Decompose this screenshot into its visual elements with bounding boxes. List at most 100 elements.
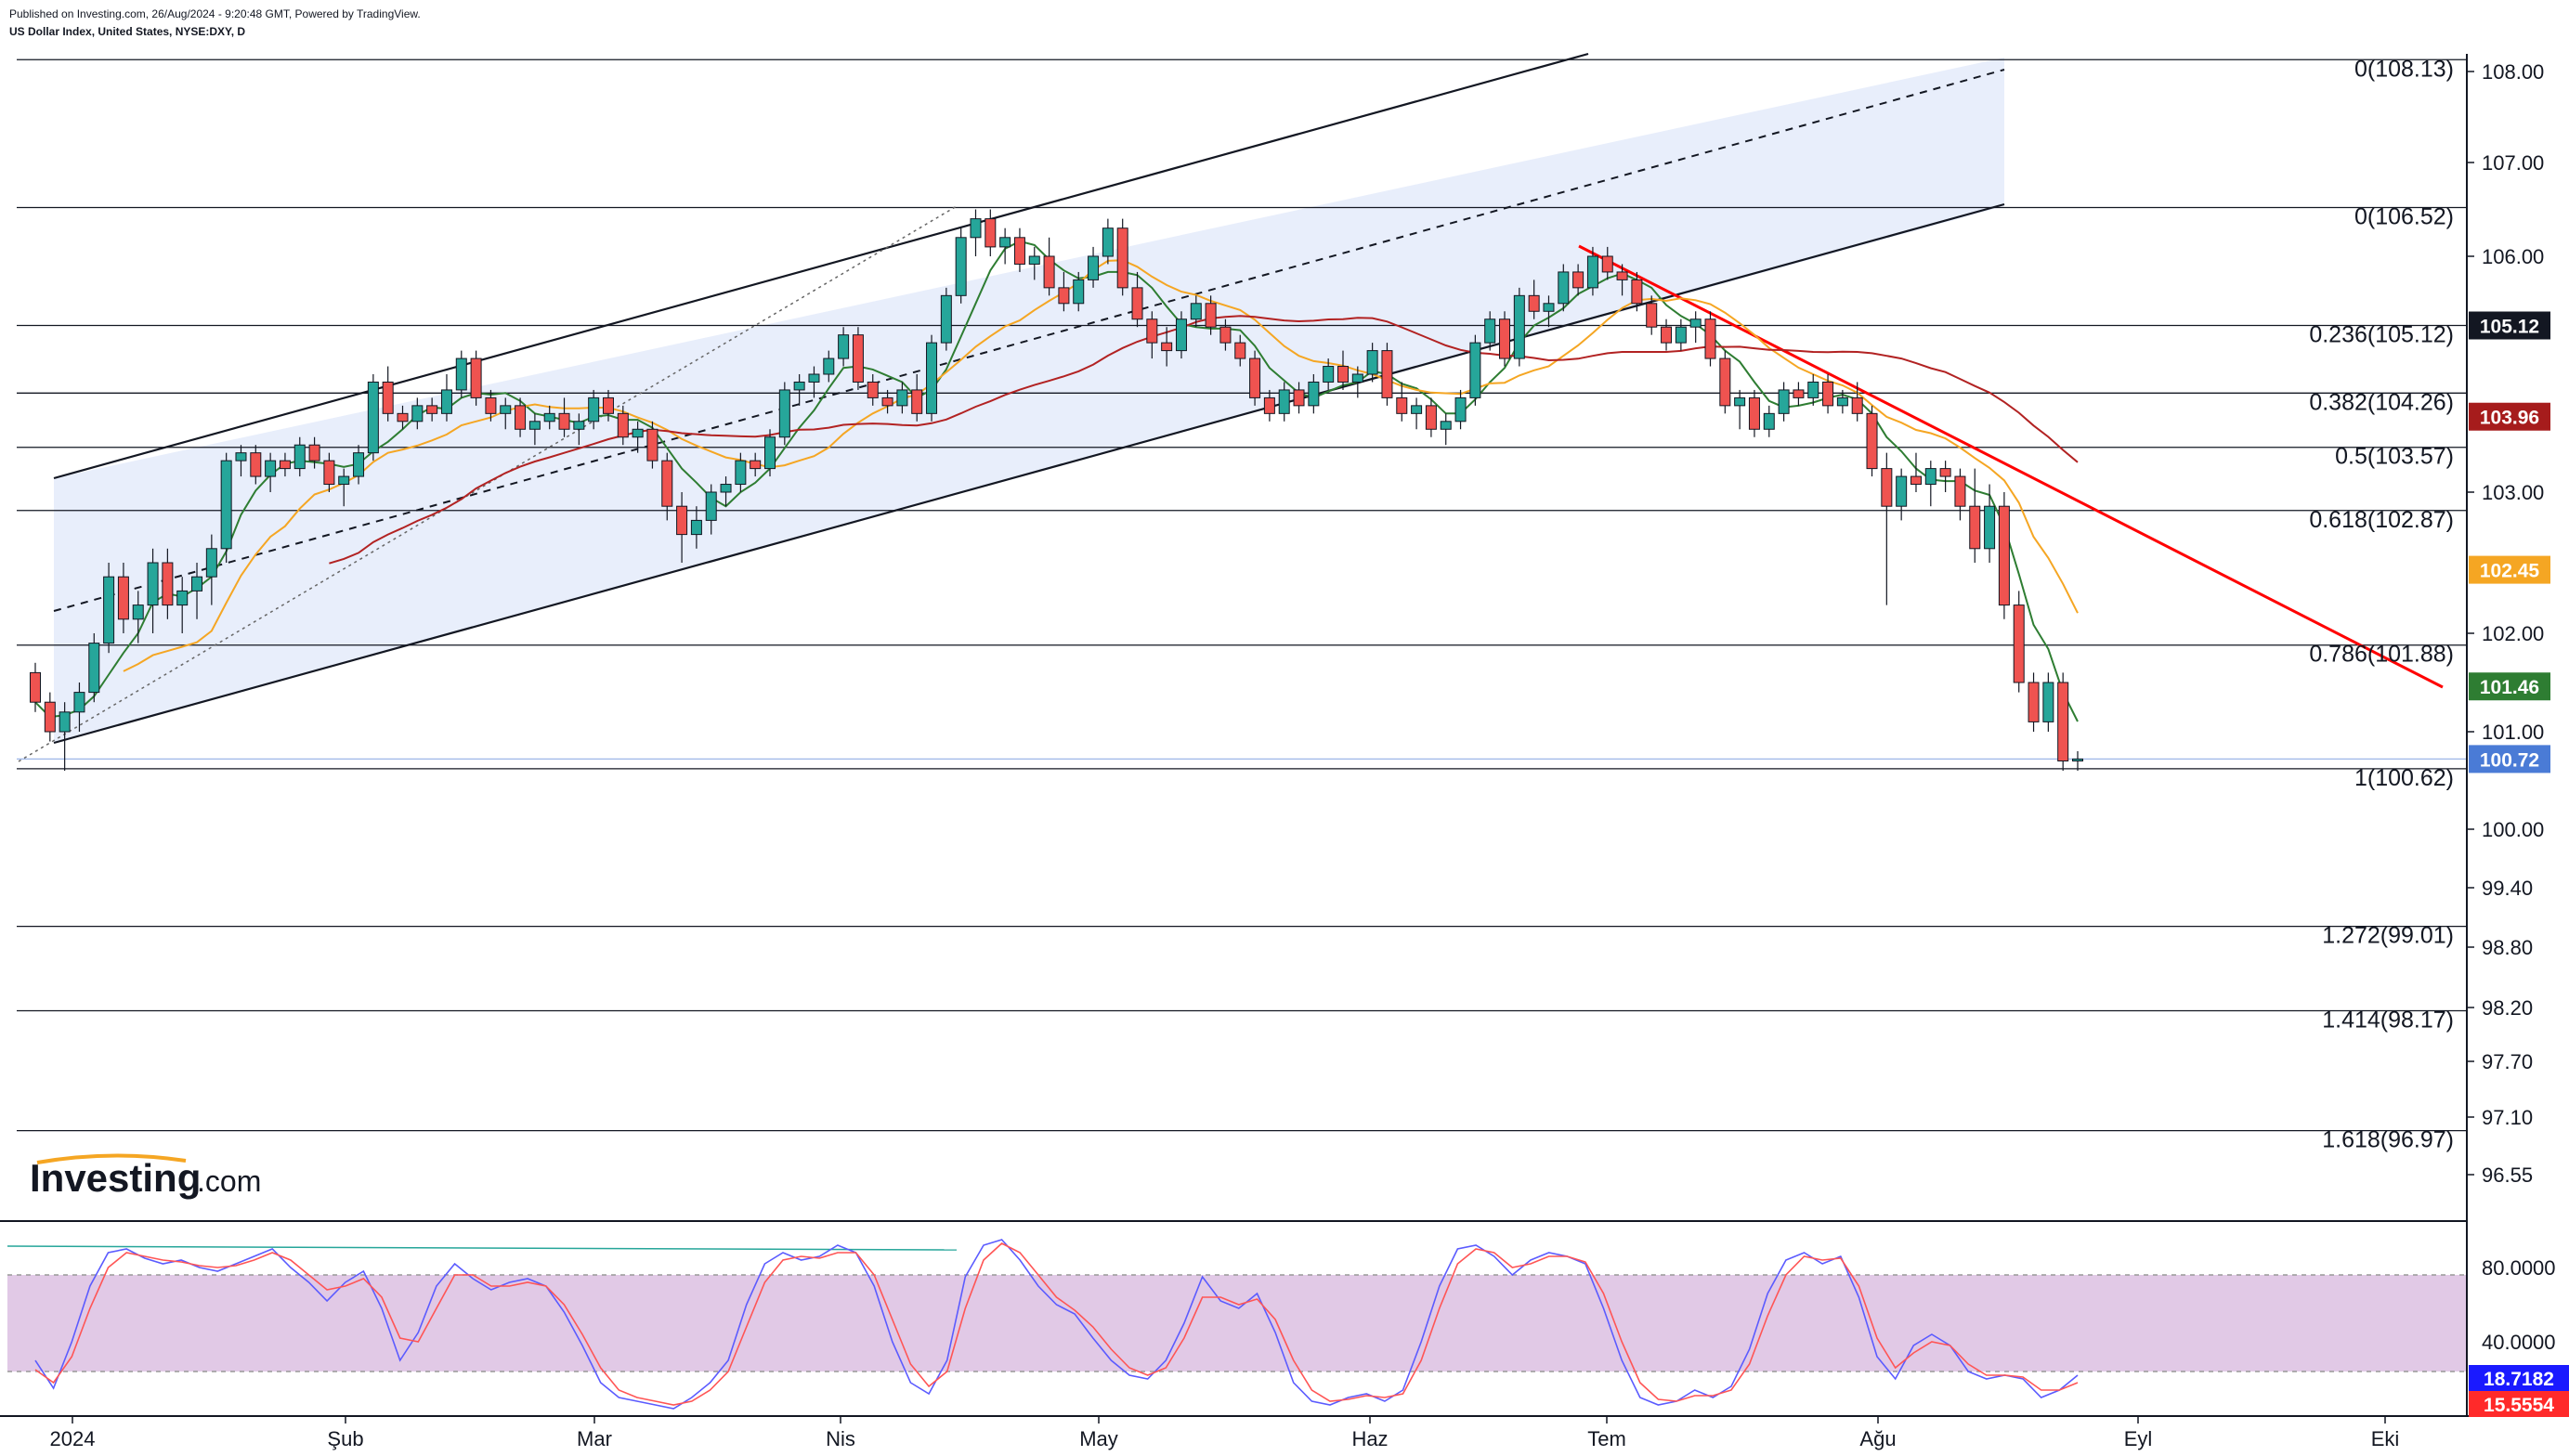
price-axis: 108.00 107.00 106.00 103.00 102.00 101.00 100.… xyxy=(2467,60,2544,1187)
candle-body xyxy=(970,218,982,239)
price-tag-label: 105.12 xyxy=(2480,317,2539,338)
candle-body xyxy=(1675,326,1687,344)
price-tags: 105.12 103.96 102.45 101.46 100.72 xyxy=(2469,311,2550,774)
time-tick-label: May xyxy=(1079,1427,1118,1450)
candle-body xyxy=(1337,366,1349,383)
candle-body xyxy=(1102,228,1114,257)
candle-body xyxy=(1469,342,1481,398)
candle-body xyxy=(926,342,938,414)
ma-mid-line xyxy=(123,259,2079,672)
time-tick-label: Eyl xyxy=(2124,1427,2153,1450)
candle-body xyxy=(1616,271,1628,280)
candle-body xyxy=(323,460,335,486)
candle-body xyxy=(1190,303,1202,320)
candle-body xyxy=(778,389,790,438)
candle-body xyxy=(1013,237,1025,265)
candle-body xyxy=(265,460,277,477)
candle-body xyxy=(1558,271,1570,305)
candle-body xyxy=(838,334,850,359)
candle-body xyxy=(1454,396,1467,422)
candle-body xyxy=(1043,255,1055,289)
candle-body xyxy=(1116,228,1128,289)
fib-labels: 0(108.13) 0(106.52) 0.236(105.12) 0.382(104… xyxy=(2309,56,2454,1152)
candle-body xyxy=(455,358,467,391)
candle-body xyxy=(44,701,56,733)
time-tick-label: Tem xyxy=(1587,1427,1626,1450)
price-tick-label: 98.80 xyxy=(2482,936,2533,959)
price-tag-label: 100.72 xyxy=(2480,749,2539,771)
candle-body xyxy=(235,452,247,462)
candle-body xyxy=(2057,682,2069,761)
fib-level-label: 1.272(99.01) xyxy=(2322,923,2454,949)
candle-body xyxy=(30,671,41,703)
candle-body xyxy=(1161,342,1173,352)
candle-body xyxy=(1851,396,1863,414)
candle-body xyxy=(515,405,527,430)
candle-body xyxy=(1323,366,1335,383)
candle-body xyxy=(1440,421,1452,430)
candle-body xyxy=(2028,682,2040,722)
candle-body xyxy=(1704,318,1716,359)
candle-body xyxy=(1351,373,1363,383)
candle-body xyxy=(750,460,762,470)
investing-logo: Investing .com xyxy=(30,1153,261,1200)
time-tick-label: Eki xyxy=(2371,1427,2400,1450)
time-tick-label: Şub xyxy=(327,1427,363,1450)
channel-lower-line xyxy=(53,202,2005,745)
price-tick-label: 106.00 xyxy=(2482,245,2544,268)
stoch-divergence-line xyxy=(7,1245,958,1251)
candle-body xyxy=(205,548,217,578)
candle-body xyxy=(955,237,967,296)
time-tick-label: 2024 xyxy=(50,1427,96,1450)
candle-body xyxy=(1205,303,1217,328)
candle-body xyxy=(1234,342,1246,359)
candle-body xyxy=(1293,389,1305,407)
channel-fill xyxy=(54,58,2004,743)
regression-channel xyxy=(18,52,2005,762)
candle-body xyxy=(338,475,350,486)
price-tick-label: 101.00 xyxy=(2482,721,2544,744)
price-tick-label: 107.00 xyxy=(2482,151,2544,175)
stoch-band xyxy=(7,1275,2467,1372)
candle-body xyxy=(1939,468,1951,477)
candle-body xyxy=(250,452,262,477)
candle-body xyxy=(1763,412,1775,430)
candle-body xyxy=(308,444,320,462)
time-axis: 2024 Şub Mar Nis May Haz Tem Ağu Eyl Eki xyxy=(50,1416,2400,1450)
price-tag-label: 102.45 xyxy=(2480,561,2540,582)
logo-suffix: .com xyxy=(197,1164,261,1198)
stoch-value-label: 18.7182 xyxy=(2484,1369,2554,1390)
candle-body xyxy=(573,421,585,430)
price-tag xyxy=(2469,745,2550,774)
candle-body xyxy=(1528,294,1540,312)
candle-body xyxy=(617,412,629,438)
candle-body xyxy=(690,519,702,536)
candle-body xyxy=(2013,604,2025,683)
candle-body xyxy=(1381,350,1393,398)
candle-body xyxy=(485,396,497,414)
candle-body xyxy=(632,428,644,438)
candle-body xyxy=(1998,505,2010,606)
time-tick-label: Haz xyxy=(1351,1427,1388,1450)
price-tag-label: 101.46 xyxy=(2480,677,2539,698)
stoch-value-tag xyxy=(2469,1365,2569,1391)
candle-body xyxy=(896,389,908,407)
candle-body xyxy=(911,389,923,414)
candle-body xyxy=(985,218,997,248)
candle-body xyxy=(528,421,541,430)
candle-body xyxy=(1719,358,1731,407)
logo-brand: Investing xyxy=(30,1156,201,1200)
candle-body xyxy=(353,452,365,477)
candle-body xyxy=(220,460,232,550)
publish-info: Published on Investing.com, 26/Aug/2024 … xyxy=(9,7,421,20)
candle-body xyxy=(2042,682,2054,722)
candle-body xyxy=(1748,396,1760,430)
time-tick-label: Ağu xyxy=(1859,1427,1896,1450)
candle-body xyxy=(440,389,452,414)
fib-lines xyxy=(17,58,2467,1132)
candle-body xyxy=(1836,396,1848,407)
candle-body xyxy=(940,294,952,344)
candle-body xyxy=(1425,405,1437,430)
candle-body xyxy=(793,381,805,391)
